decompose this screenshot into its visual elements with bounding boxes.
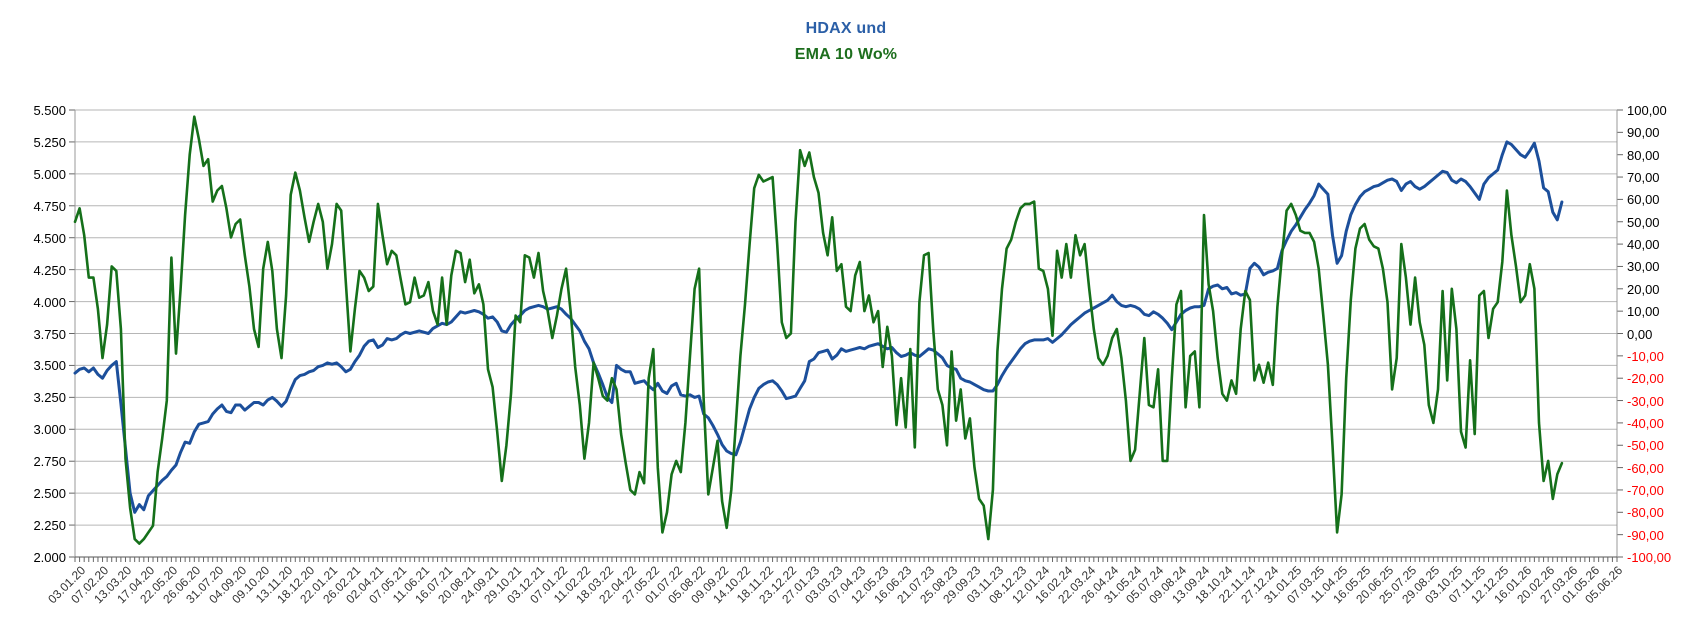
y-axis-right-label: -10,00 xyxy=(1627,348,1664,364)
y-axis-right-label: -70,00 xyxy=(1627,482,1664,498)
y-axis-right-label: -100,00 xyxy=(1627,550,1672,565)
y-axis-left-label: 2.250 xyxy=(33,518,66,534)
y-axis-left-label: 5.000 xyxy=(33,166,66,182)
y-axis-left-label: 4.500 xyxy=(33,230,66,246)
y-axis-left-label: 5.500 xyxy=(33,103,66,118)
y-axis-left-label: 3.000 xyxy=(33,422,66,438)
y-axis-left-label: 2.750 xyxy=(33,454,66,470)
y-axis-right-label: -80,00 xyxy=(1627,505,1664,521)
y-axis-right-label: 50,00 xyxy=(1627,214,1660,230)
y-axis-right-label: 60,00 xyxy=(1627,192,1660,208)
y-axis-left-label: 3.250 xyxy=(33,390,66,406)
y-axis-right-label: 40,00 xyxy=(1627,237,1660,253)
ema-series-line xyxy=(73,115,1564,545)
y-axis-left-label: 4.250 xyxy=(33,262,66,278)
y-axis-right-label: 70,00 xyxy=(1627,170,1660,186)
y-axis-right-label: 90,00 xyxy=(1627,125,1660,141)
chart-title-line2: EMA 10 Wo% xyxy=(794,46,898,63)
y-axis-left-label: 4.750 xyxy=(33,198,66,214)
y-axis-right-label: 80,00 xyxy=(1627,147,1660,163)
y-axis-left-label: 3.500 xyxy=(33,358,66,374)
y-axis-left-label: 2.000 xyxy=(33,550,66,565)
y-axis-left-label: 3.750 xyxy=(33,326,66,342)
y-axis-left-label: 4.000 xyxy=(33,294,66,310)
y-axis-left-label: 2.500 xyxy=(33,486,66,502)
y-axis-right-label: -50,00 xyxy=(1627,438,1664,454)
y-axis-right-label: 30,00 xyxy=(1627,259,1660,275)
chart-title-line1: HDAX und xyxy=(805,20,887,37)
y-axis-right-label: 0,00 xyxy=(1627,326,1653,342)
y-axis-left-label: 5.250 xyxy=(33,134,66,150)
y-axis-right-label: 100,00 xyxy=(1627,103,1667,118)
y-axis-right-label: -60,00 xyxy=(1627,460,1664,476)
y-axis-right-label: -30,00 xyxy=(1627,393,1664,409)
y-axis-right-label: -20,00 xyxy=(1627,371,1664,387)
y-axis-right-label: -40,00 xyxy=(1627,415,1664,431)
y-axis-right-label: 10,00 xyxy=(1627,304,1660,320)
y-axis-right-label: -90,00 xyxy=(1627,527,1664,543)
hdax-series-line xyxy=(73,140,1564,514)
y-axis-right-label: 20,00 xyxy=(1627,281,1660,297)
